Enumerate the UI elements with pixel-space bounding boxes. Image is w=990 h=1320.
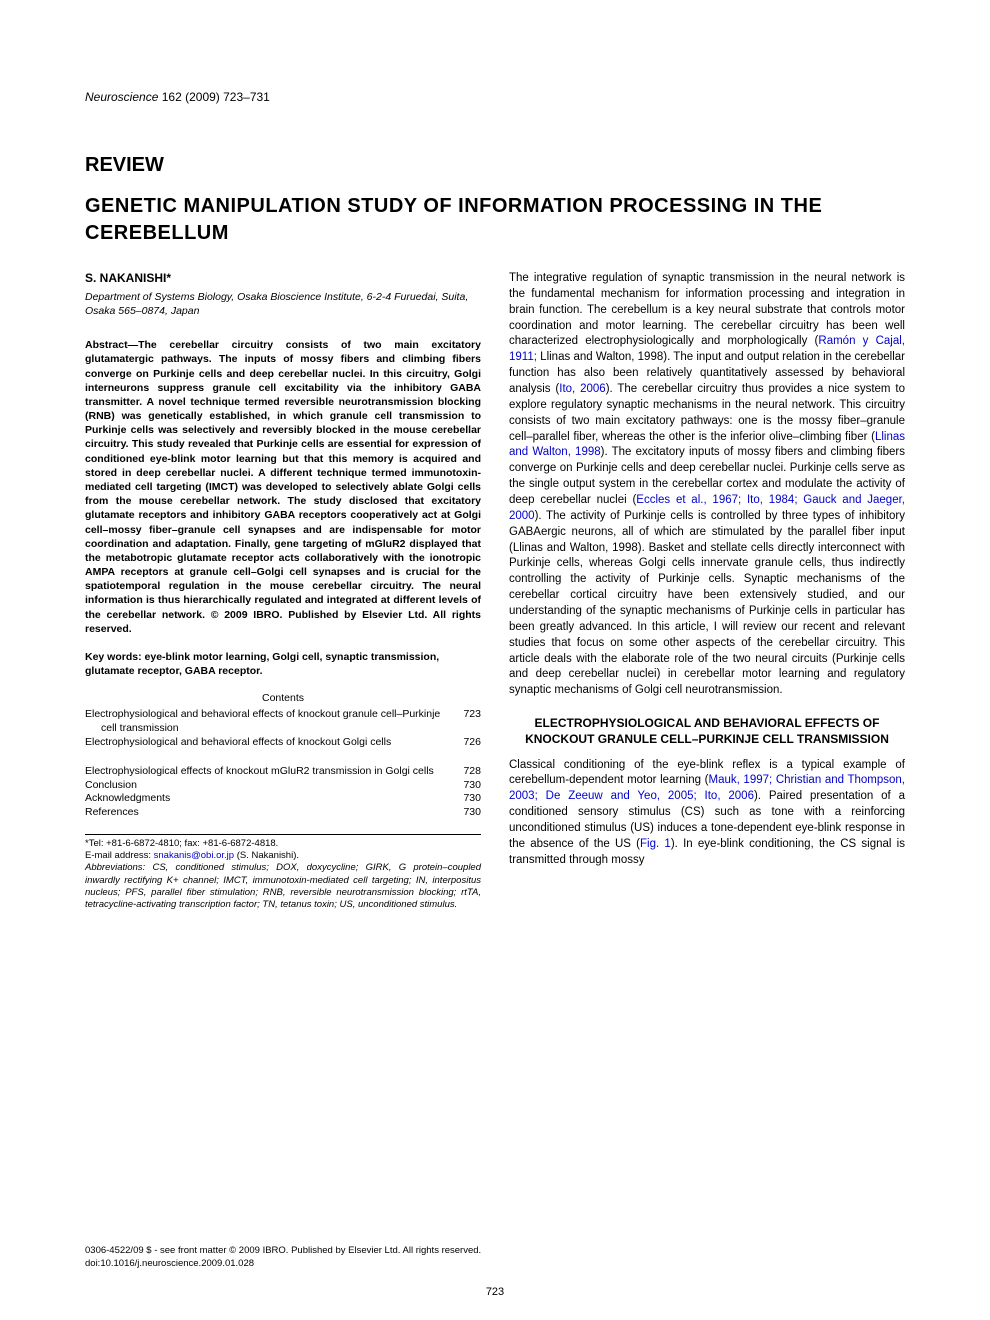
review-label: REVIEW [85,154,905,177]
contents-item-label: References [85,806,463,820]
contents-item-page: 730 [463,779,481,793]
page-number: 723 [0,1286,990,1298]
contents-item-label: Electrophysiological effects of knockout… [85,765,463,779]
keywords-text: Key words: eye-blink motor learning, Gol… [85,650,481,678]
two-column-layout: S. NAKANISHI* Department of Systems Biol… [85,271,905,912]
copyright-line: 0306-4522/09 $ - see front matter © 2009… [85,1245,481,1257]
contents-item: References 730 [85,806,481,820]
contents-item-label: Acknowledgments [85,792,463,806]
body-paragraph-1: The integrative regulation of synaptic t… [509,271,905,699]
contents-item: Electrophysiological and behavioral effe… [85,736,481,750]
abbreviations-text: Abbreviations: CS, conditioned stimulus;… [85,862,481,911]
contents-item: Conclusion 730 [85,779,481,793]
contents-item-page: 723 [463,708,481,722]
journal-year: (2009) [185,90,220,104]
body-text: ). The activity of Purkinje cells is con… [509,510,905,696]
right-column: The integrative regulation of synaptic t… [509,271,905,912]
figure-link[interactable]: Fig. 1 [640,838,671,850]
contents-heading: Contents [85,692,481,704]
citation-link[interactable]: Ito, 2006 [559,383,605,395]
email-name: (S. Nakanishi). [234,850,299,861]
author-name: S. NAKANISHI* [85,271,481,285]
journal-header: Neuroscience 162 (2009) 723–731 [85,90,905,104]
body-paragraph-2: Classical conditioning of the eye-blink … [509,758,905,869]
telephone-line: *Tel: +81-6-6872-4810; fax: +81-6-6872-4… [85,838,481,850]
contents-item: Electrophysiological and behavioral effe… [85,708,481,735]
article-title: GENETIC MANIPULATION STUDY OF INFORMATIO… [85,193,905,247]
contents-item-page: 730 [463,792,481,806]
correspondence-footer: *Tel: +81-6-6872-4810; fax: +81-6-6872-4… [85,834,481,912]
journal-pages: 723–731 [223,90,270,104]
email-link[interactable]: snakanis@obi.or.jp [154,850,234,861]
contents-item-page: 728 [463,765,481,779]
contents-item-page: 726 [463,736,481,750]
email-label: E-mail address: [85,850,154,861]
contents-item-label: Electrophysiological and behavioral effe… [85,708,463,735]
section-heading: ELECTROPHYSIOLOGICAL AND BEHAVIORAL EFFE… [509,715,905,747]
abstract-text: Abstract—The cerebellar circuitry consis… [85,338,481,636]
journal-volume: 162 [162,90,182,104]
copyright-footer: 0306-4522/09 $ - see front matter © 2009… [85,1245,481,1270]
journal-name: Neuroscience [85,90,158,104]
contents-item: Electrophysiological effects of knockout… [85,765,481,779]
contents-item-page: 730 [463,806,481,820]
email-line: E-mail address: snakanis@obi.or.jp (S. N… [85,850,481,862]
doi-line: doi:10.1016/j.neuroscience.2009.01.028 [85,1258,481,1270]
left-column: S. NAKANISHI* Department of Systems Biol… [85,271,481,912]
contents-item: Acknowledgments 730 [85,792,481,806]
author-affiliation: Department of Systems Biology, Osaka Bio… [85,291,481,318]
contents-item-label: Electrophysiological and behavioral effe… [85,736,463,750]
contents-item-label: Conclusion [85,779,463,793]
